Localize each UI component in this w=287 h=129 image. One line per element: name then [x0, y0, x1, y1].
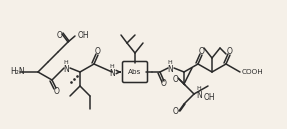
Text: OH: OH [78, 31, 90, 41]
Text: H₂N: H₂N [10, 67, 25, 76]
Text: H: H [168, 61, 172, 66]
Text: O: O [57, 31, 63, 41]
Text: N: N [196, 91, 202, 99]
Text: O: O [54, 87, 60, 95]
Text: H: H [64, 61, 68, 66]
Text: O: O [161, 79, 167, 88]
Text: H: H [110, 64, 115, 70]
Text: N: N [167, 64, 173, 74]
Text: O: O [227, 47, 233, 57]
Text: COOH: COOH [242, 69, 264, 75]
Text: Abs: Abs [128, 69, 142, 75]
Text: O: O [173, 75, 179, 84]
Text: O: O [173, 107, 179, 116]
Text: H: H [196, 87, 201, 91]
Text: OH: OH [204, 94, 216, 103]
Text: N: N [63, 64, 69, 74]
Text: N: N [109, 68, 115, 78]
Text: O: O [199, 47, 205, 57]
Text: O: O [95, 47, 101, 57]
FancyBboxPatch shape [123, 62, 148, 83]
